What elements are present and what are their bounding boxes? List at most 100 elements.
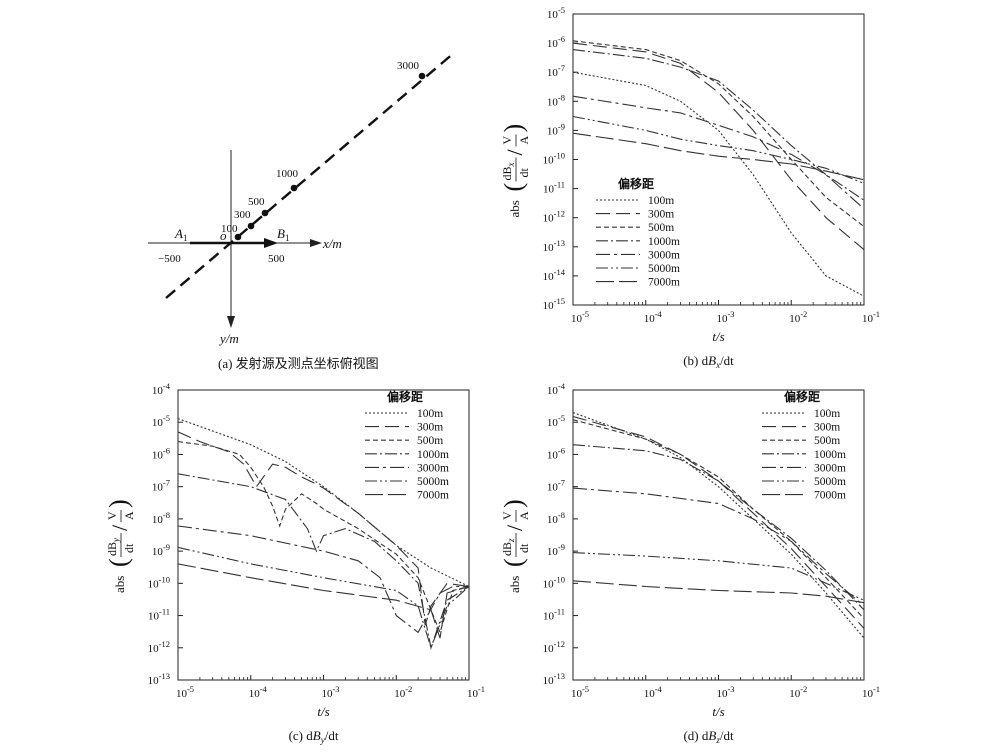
x-tick-label-b-4: 10-1 [862, 309, 880, 325]
y-axis-label-slash-b: / [502, 149, 527, 156]
y-tick-label-b-9-exponent: -6 [558, 34, 565, 44]
series-line-b-7000m [573, 132, 864, 181]
series-line-c-3000m [178, 525, 469, 634]
y-tick-label-b-9-base: 10 [547, 38, 559, 50]
y-axis-label-v-c: V [105, 511, 119, 520]
y-axis-label-slash-c: / [107, 524, 132, 531]
point-label-300: 300 [234, 209, 251, 221]
point-300 [247, 222, 255, 230]
caption-suffix-c: /dt [325, 728, 339, 743]
y-tick-label-b-10: 10-5 [547, 5, 565, 21]
y-axis-label-lparen-c: ( [104, 558, 133, 567]
y-tick-label-d-2-base: 10 [543, 611, 555, 623]
series-line-d-7000m [573, 580, 864, 604]
x-tick-label-c-2: 10-3 [321, 684, 339, 700]
point-label-100: 100 [221, 223, 238, 235]
y-tick-label-b-10-base: 10 [547, 9, 559, 21]
legend-label-b-5: 5000m [648, 263, 680, 275]
x-axis-arrowhead [310, 239, 322, 247]
y-tick-label-c-4: 10-9 [152, 542, 170, 558]
y-tick-label-d-3-base: 10 [543, 578, 555, 590]
y-tick-label-d-6-base: 10 [547, 482, 559, 494]
y-tick-label-d-4: 10-9 [547, 542, 565, 558]
y-tick-label-b-5-base: 10 [543, 155, 555, 167]
y-tick-label-b-0-base: 10 [543, 300, 555, 312]
x-tick-positive: 500 [268, 253, 285, 265]
caption-b: (b) dBx/dt [683, 353, 734, 370]
series-line-d-1000m [573, 444, 864, 611]
point-label-3000: 3000 [397, 60, 420, 72]
legend-label-b-2: 500m [648, 222, 674, 234]
x-tick-label-c-4: 10-1 [467, 684, 485, 700]
y-tick-label-d-4-base: 10 [547, 546, 559, 558]
legend-label-d-4: 3000m [814, 462, 846, 474]
caption-suffix-b: /dt [720, 353, 734, 368]
point-label-1000: 1000 [276, 168, 299, 180]
y-tick-label-c-1-exponent: -12 [159, 639, 170, 649]
y-axis-label-num-c: dBy [105, 538, 121, 556]
x-tick-label-c-1: 10-4 [249, 684, 268, 700]
y-tick-label-c-1: 10-12 [148, 639, 170, 655]
y-tick-label-b-6-exponent: -9 [558, 121, 565, 131]
x-axis-label-d: t/s [712, 704, 724, 719]
series-line-d-5000m [573, 552, 864, 601]
x-tick-label-b-4-exponent: -1 [873, 309, 880, 319]
legend-label-c-5: 5000m [417, 476, 449, 488]
y-tick-label-b-0: 10-15 [543, 296, 565, 312]
y-tick-label-c-4-exponent: -9 [163, 542, 170, 552]
y-tick-label-d-0-base: 10 [543, 675, 555, 687]
y-axis-label-sub-b: x [506, 162, 516, 167]
caption-sub-b: x [715, 360, 720, 370]
legend-label-c-3: 1000m [417, 449, 449, 461]
y-tick-label-b-8-exponent: -7 [558, 63, 565, 73]
y-tick-label-c-5-base: 10 [152, 514, 164, 526]
x-tick-label-c-1-base: 10 [249, 688, 261, 700]
y-tick-label-d-4-exponent: -9 [558, 542, 565, 552]
y-tick-label-c-3-base: 10 [148, 578, 160, 590]
y-tick-label-c-9-exponent: -4 [163, 381, 171, 391]
y-tick-label-c-8: 10-5 [152, 413, 170, 429]
x-tick-label-b-1-exponent: -4 [655, 309, 663, 319]
y-tick-label-c-2: 10-11 [148, 607, 170, 623]
y-axis-label-num-b: dBx [500, 162, 516, 180]
legend-label-c-1: 300m [417, 422, 443, 434]
point-label-500: 500 [248, 196, 265, 208]
series-line-c-5000m [178, 546, 469, 650]
y-tick-label-c-2-exponent: -11 [159, 607, 170, 617]
y-tick-label-d-7: 10-6 [547, 445, 565, 461]
chart-panel-d: 10-5 10-4 10-3 10-2 10-110-1310-1210-1110-10… [499, 381, 880, 745]
endpoint-a-label: A1 [174, 226, 187, 243]
y-tick-label-b-3-base: 10 [543, 213, 555, 225]
x-tick-label-c-4-exponent: -1 [478, 684, 485, 694]
y-tick-label-b-7: 10-8 [547, 92, 565, 108]
legend-label-b-4: 3000m [648, 249, 680, 261]
x-tick-label-d-0-exponent: -5 [582, 684, 589, 694]
x-tick-label-b-0-exponent: -5 [582, 309, 589, 319]
x-tick-label-d-3-base: 10 [789, 688, 801, 700]
y-ticks-b [573, 13, 578, 306]
y-tick-label-b-6-base: 10 [547, 125, 559, 137]
y-tick-label-b-6: 10-9 [547, 121, 565, 137]
series-line-c-300m [178, 431, 469, 626]
caption-prefix-c: (c) d [289, 728, 314, 743]
point-100 [234, 233, 242, 241]
y-tick-label-b-10-exponent: -5 [558, 5, 565, 15]
caption-suffix-d: /dt [720, 728, 734, 743]
x-tick-label-d-2-exponent: -3 [727, 684, 734, 694]
y-axis-label-abs-b: abs [507, 200, 522, 217]
y-axis-label-abs-d: abs [507, 576, 522, 593]
y-tick-label-b-2: 10-13 [543, 238, 565, 254]
legend-label-c-2: 500m [417, 435, 443, 447]
legend-label-d-1: 300m [814, 422, 840, 434]
y-tick-label-b-4-base: 10 [543, 184, 555, 196]
caption-var-d: B [708, 728, 716, 743]
y-tick-label-c-3: 10-10 [148, 574, 170, 590]
caption-c: (c) dBy/dt [289, 728, 339, 745]
y-tick-label-c-6: 10-7 [152, 478, 170, 494]
series-line-b-5000m [573, 115, 864, 185]
x-tick-label-c-3-base: 10 [394, 688, 406, 700]
series-line-c-7000m [178, 563, 469, 639]
